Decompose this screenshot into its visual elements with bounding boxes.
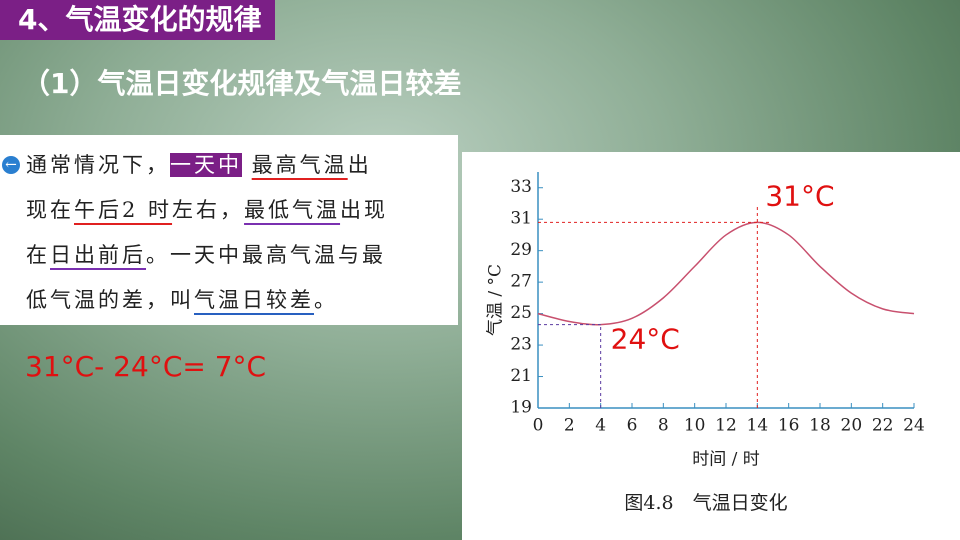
x-tick-label: 24 [903,416,925,436]
underlined: 最低气温 [244,198,341,222]
underlined: 气温日较差 [194,288,314,312]
chart-panel [462,152,960,540]
x-tick-label: 20 [841,416,863,436]
x-tick-label: 4 [595,416,606,436]
text-box: ← 通常情况下，一天中 最高气温出 现在午后2 时左右，最低气温出现 在日出前后… [0,135,458,325]
y-tick-label: 25 [510,303,532,323]
text: 现在 [26,198,74,222]
y-tick-label: 23 [510,335,532,355]
x-tick-label: 22 [872,416,894,436]
annotation: 24°C [611,323,680,356]
subtitle: （1）气温日变化规律及气温日较差 [22,67,462,100]
text: 通常情况下， [26,153,170,177]
text: 在 [26,243,50,267]
text: 出现 [340,198,389,222]
x-tick-label: 16 [778,416,800,436]
formula: 31°C- 24°C= 7°C [25,350,267,383]
underlined: 最高气温 [251,153,348,177]
y-tick-label: 33 [510,177,532,197]
x-tick-label: 8 [658,416,669,436]
underlined: 午后2 时 [74,198,173,222]
caption: 图4.8 气温日变化 [624,492,787,514]
x-tick-label: 2 [564,416,575,436]
y-tick-label: 29 [510,240,532,260]
title: 4、气温变化的规律 [0,0,276,40]
x-tick-label: 18 [809,416,831,436]
text: 出 [347,153,372,177]
text: 。一天中最高气温与最 [146,243,386,267]
underlined: 日出前后 [50,243,146,267]
arrow-icon: ← [2,156,20,174]
annotation: 31°C [765,179,834,212]
x-tick-label: 14 [747,416,769,436]
text: 左右， [172,198,245,222]
highlight: 一天中 [170,153,242,177]
y-tick-label: 27 [510,272,532,292]
x-tick-label: 10 [684,416,706,436]
x-axis-label: 时间 / 时 [692,450,760,470]
y-tick-label: 31 [510,209,532,229]
y-tick-label: 21 [510,366,532,386]
x-tick-label: 6 [627,416,638,436]
x-tick-label: 0 [533,416,544,436]
x-tick-label: 12 [715,416,737,436]
text: 低气温的差，叫 [26,288,194,312]
text-line: 通常情况下，一天中 最高气温出 [26,145,458,190]
text-line: 在日出前后。一天中最高气温与最 [26,235,458,280]
line [537,221,915,326]
text-line: 现在午后2 时左右，最低气温出现 [26,190,458,235]
text-line: 低气温的差，叫气温日较差。 [26,280,458,325]
y-axis-label: 气温 / °C [486,264,506,336]
y-tick-label: 19 [510,398,532,418]
text: 。 [314,288,338,312]
